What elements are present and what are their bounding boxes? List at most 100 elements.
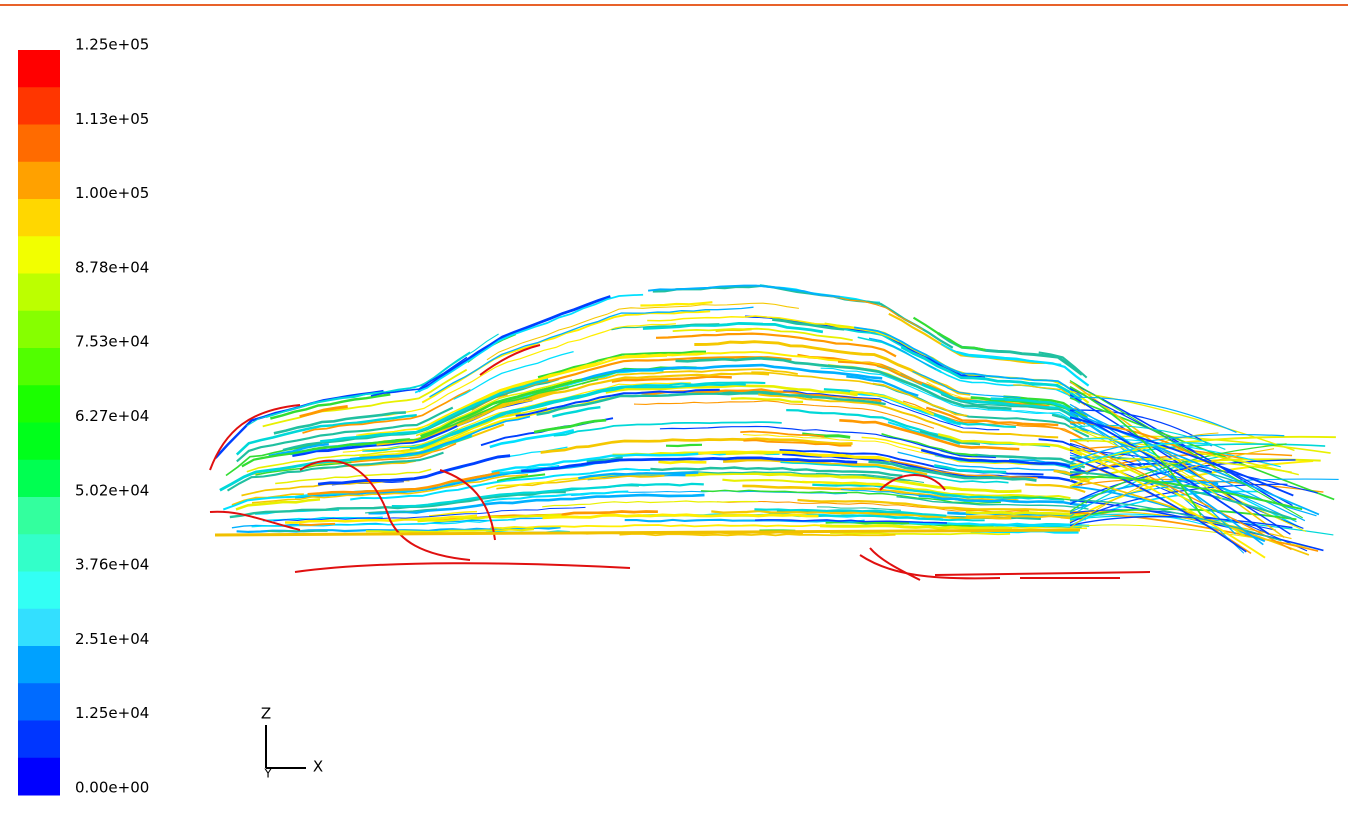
streamline — [503, 356, 792, 395]
colorbar-band — [18, 199, 60, 237]
wake-line — [1069, 438, 1281, 468]
streamline-red — [859, 554, 1001, 580]
streamline — [642, 321, 824, 334]
wake-line — [1069, 458, 1292, 474]
streamline — [336, 442, 457, 465]
wake-line — [1069, 442, 1212, 470]
streamline — [987, 408, 1072, 420]
streamline — [490, 524, 827, 530]
streamline — [365, 528, 534, 533]
streamline — [605, 384, 858, 397]
streamline — [658, 460, 707, 465]
wake-line — [1069, 515, 1334, 536]
streamline — [897, 503, 1030, 511]
streamline — [235, 414, 417, 456]
wake-line — [1069, 412, 1264, 546]
streamline — [428, 510, 478, 517]
streamline — [772, 318, 845, 331]
colorbar-band — [18, 720, 60, 759]
streamline — [484, 490, 629, 503]
streamline — [299, 522, 336, 526]
wake-line — [1069, 397, 1335, 501]
colorbar-band — [18, 348, 60, 386]
streamline — [365, 508, 438, 514]
streamline — [456, 372, 770, 427]
streamline — [647, 315, 900, 343]
streamline — [225, 443, 323, 477]
colorbar-band — [18, 534, 60, 572]
colorbar-label: 5.02e+04 — [75, 481, 149, 499]
streamline — [533, 418, 607, 434]
streamline — [694, 340, 971, 396]
streamline — [731, 397, 804, 404]
colorbar-label: 1.13e+05 — [75, 110, 149, 128]
streamline — [672, 327, 853, 342]
streamlines — [209, 284, 1339, 581]
colorbar-band — [18, 87, 60, 125]
streamline — [229, 490, 566, 519]
streamline — [751, 371, 968, 417]
streamline — [665, 443, 703, 448]
streamline — [1030, 382, 1079, 399]
colorbar-label: 8.78e+04 — [75, 258, 149, 276]
streamline — [881, 433, 978, 457]
colorbar: 1.25e+05 1.13e+05 1.00e+05 8.78e+04 7.53e+04… — [18, 36, 149, 797]
streamline — [268, 442, 329, 458]
streamline — [743, 439, 852, 447]
streamline — [611, 323, 720, 331]
streamline — [417, 295, 611, 393]
wake-line — [1069, 410, 1320, 516]
streamline — [819, 524, 1013, 531]
streamline — [846, 375, 919, 397]
streamline — [486, 302, 799, 361]
wake-line — [1069, 379, 1303, 519]
streamline — [920, 448, 1090, 475]
streamline — [965, 510, 1086, 517]
streamline — [700, 489, 1001, 505]
streamline — [391, 482, 704, 508]
streamline — [896, 496, 1089, 510]
colorbar-label: 0.00e+00 — [75, 779, 149, 797]
streamline — [640, 301, 713, 307]
streamline — [802, 480, 911, 489]
wake-line — [1069, 449, 1318, 494]
streamline — [912, 316, 986, 352]
streamline — [358, 361, 599, 437]
streamline — [265, 351, 471, 418]
streamline — [820, 367, 1085, 428]
streamline — [754, 519, 948, 524]
wake-line — [1069, 385, 1202, 516]
streamline — [940, 448, 1086, 469]
streamline — [542, 500, 759, 508]
wake-line — [1069, 394, 1291, 535]
streamline — [1008, 458, 1082, 470]
streamline — [553, 421, 782, 437]
wake-line — [1069, 499, 1324, 552]
streamline — [307, 471, 500, 496]
wake-line — [1069, 409, 1270, 535]
streamline — [267, 530, 328, 533]
streamline — [273, 411, 406, 435]
wake-line — [1069, 416, 1294, 497]
streamline — [409, 382, 746, 450]
z-label: Z — [261, 705, 271, 723]
streamline-red — [869, 547, 921, 581]
streamline — [581, 368, 798, 385]
streamline — [655, 332, 897, 358]
streamline — [440, 381, 766, 440]
streamline — [940, 393, 1086, 426]
colorbar-label: 2.51e+04 — [75, 630, 149, 648]
streamline-red — [299, 459, 471, 561]
wake-line — [1069, 478, 1339, 513]
streamline — [236, 406, 454, 463]
colorbar-label: 3.76e+04 — [75, 556, 149, 574]
wake-line — [1069, 457, 1247, 553]
streamline — [912, 370, 1021, 399]
wake-line — [1069, 475, 1303, 511]
streamline — [537, 350, 706, 379]
streamline — [349, 415, 531, 460]
colorbar-band — [18, 608, 60, 647]
streamline — [624, 350, 901, 375]
colorbar-band — [18, 273, 60, 312]
streamline — [925, 406, 1059, 427]
